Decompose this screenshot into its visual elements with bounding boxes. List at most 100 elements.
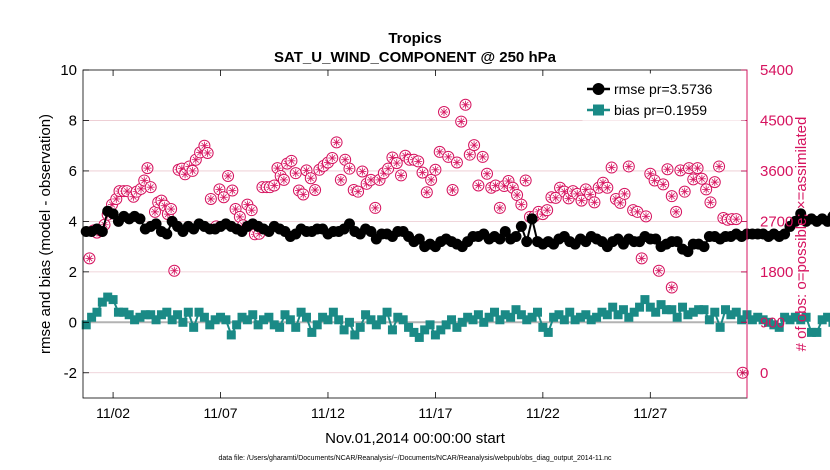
- bias-point: [495, 315, 505, 325]
- bias-point: [473, 310, 483, 320]
- bias-point: [280, 310, 290, 320]
- obs-point: [708, 176, 721, 189]
- bias-point: [312, 320, 322, 330]
- bias-point: [205, 320, 215, 330]
- bias-point: [640, 295, 650, 305]
- y-left-tick-label: 2: [69, 264, 77, 281]
- bias-point: [452, 322, 462, 332]
- bias-point: [575, 312, 585, 322]
- bias-point: [382, 307, 392, 317]
- bias-point: [511, 305, 521, 315]
- obs-point: [245, 204, 258, 217]
- bias-point: [516, 310, 526, 320]
- obs-point: [480, 167, 493, 180]
- obs-point: [652, 264, 665, 277]
- bias-point: [119, 307, 129, 317]
- obs-point: [429, 163, 442, 176]
- bias-point: [624, 312, 634, 322]
- obs-point: [369, 201, 382, 214]
- bias-point: [398, 315, 408, 325]
- bias-point: [586, 315, 596, 325]
- bias-point: [173, 310, 183, 320]
- y-left-tick-label: 6: [69, 163, 77, 180]
- bias-point: [806, 327, 816, 337]
- bias-point: [350, 330, 360, 340]
- bias-point: [694, 305, 704, 315]
- bias-point: [387, 325, 397, 335]
- obs-point: [618, 187, 631, 200]
- x-tick-label: 11/17: [418, 405, 452, 421]
- obs-point: [390, 157, 403, 170]
- obs-point: [700, 183, 713, 196]
- obs-point: [168, 264, 181, 277]
- bias-point: [167, 315, 177, 325]
- bias-point: [232, 320, 242, 330]
- obs-point: [356, 165, 369, 178]
- obs-point: [657, 178, 670, 191]
- bias-point: [538, 322, 548, 332]
- bias-point: [780, 312, 790, 322]
- bias-point: [581, 310, 591, 320]
- obs-point: [588, 196, 601, 209]
- bias-point: [785, 315, 795, 325]
- obs-point: [713, 160, 726, 173]
- bias-point: [113, 307, 123, 317]
- bias-point: [796, 315, 806, 325]
- bias-point: [479, 317, 489, 327]
- y-left-tick-label: 4: [69, 213, 77, 230]
- y-right-tick-label: 5400: [760, 62, 793, 79]
- rmse-point: [161, 228, 173, 240]
- obs-point: [665, 281, 678, 294]
- obs-point: [425, 173, 438, 186]
- bias-point: [710, 307, 720, 317]
- bias-point: [194, 307, 204, 317]
- bias-point: [248, 310, 258, 320]
- bias-point: [801, 312, 811, 322]
- bias-point: [339, 325, 349, 335]
- obs-point: [416, 166, 429, 179]
- rmse-point: [515, 220, 527, 232]
- bias-point: [371, 320, 381, 330]
- obs-point: [450, 156, 463, 169]
- bias-point: [570, 315, 580, 325]
- bias-point: [597, 307, 607, 317]
- bias-point: [699, 305, 709, 315]
- bias-point: [753, 312, 763, 322]
- bias-point: [506, 312, 516, 322]
- bias-point: [747, 315, 757, 325]
- obs-point: [695, 172, 708, 185]
- bias-point: [183, 307, 193, 317]
- legend-rmse-marker: [592, 83, 605, 95]
- bias-point: [608, 302, 618, 312]
- chart-subtitle: SAT_U_WIND_COMPONENT @ 250 hPa: [274, 49, 557, 66]
- bias-point: [146, 310, 156, 320]
- obs-point: [575, 194, 588, 207]
- bias-point: [377, 315, 387, 325]
- bias-point: [226, 330, 236, 340]
- obs-point: [289, 167, 302, 180]
- bias-point: [726, 310, 736, 320]
- bias-point: [828, 317, 830, 327]
- bias-point: [543, 327, 553, 337]
- rmse-point: [698, 241, 710, 253]
- bias-point: [667, 305, 677, 315]
- bias-point: [704, 315, 714, 325]
- obs-point: [201, 146, 214, 159]
- bias-point: [549, 312, 559, 322]
- y-right-tick-label: 2700: [760, 213, 793, 230]
- obs-point: [334, 173, 347, 186]
- x-tick-label: 11/27: [633, 405, 667, 421]
- obs-point: [309, 183, 322, 196]
- bias-point: [678, 302, 688, 312]
- bias-point: [344, 317, 354, 327]
- bias-point: [532, 307, 542, 317]
- bias-point: [436, 325, 446, 335]
- obs-point: [541, 204, 554, 217]
- bias-point: [812, 327, 822, 337]
- obs-point: [268, 179, 281, 192]
- y-left-tick-label: 10: [60, 62, 77, 79]
- obs-point: [635, 252, 648, 265]
- legend-bias-label: bias pr=0.1959: [614, 102, 707, 118]
- bias-point: [355, 322, 365, 332]
- bias-point: [199, 312, 209, 322]
